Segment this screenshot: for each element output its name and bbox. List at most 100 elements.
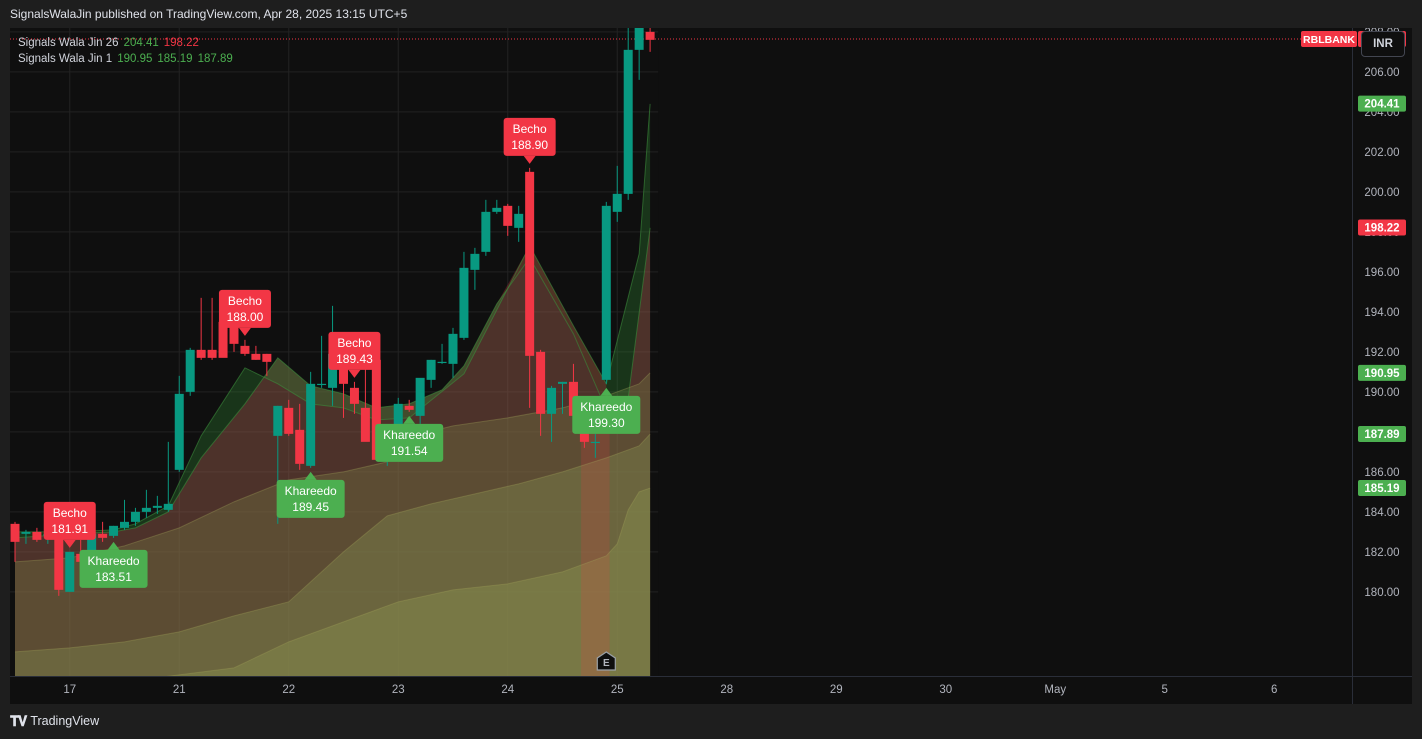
earnings-marker-icon: E <box>596 651 616 671</box>
candle-body <box>371 359 381 460</box>
candle-body <box>21 531 31 534</box>
footer: 𝐓𝐕 TradingView <box>10 706 99 736</box>
candle <box>503 203 513 236</box>
candle-body <box>426 359 436 380</box>
price-tag-text: 198.22 <box>1364 222 1399 234</box>
signal-price: 188.90 <box>511 138 548 152</box>
chart-area[interactable]: Becho 181.91 Khareedo 183.51 Becho 188.00 Khar… <box>10 28 1412 704</box>
candle-body <box>448 333 458 364</box>
candle-body <box>152 505 162 508</box>
signal-text: Khareedo <box>285 484 337 498</box>
y-tick-label: 182.00 <box>1364 547 1399 559</box>
candle-body <box>360 407 370 442</box>
earnings-badge <box>596 651 616 671</box>
price-tag-box <box>1358 364 1406 381</box>
signal-text: Khareedo <box>383 428 435 442</box>
candle <box>174 375 184 472</box>
candle-body <box>503 205 513 226</box>
candle <box>251 345 261 360</box>
signal-box <box>572 395 641 434</box>
indicator-line <box>166 487 651 676</box>
y-axis: 180.00182.00184.00186.00188.00190.00192.… <box>1364 28 1399 599</box>
tradingview-logo-icon[interactable]: 𝐓𝐕 <box>10 712 27 729</box>
candle-body <box>612 193 622 212</box>
x-tick-label: 28 <box>720 684 733 696</box>
candle-body <box>185 349 195 392</box>
candle-body <box>623 49 633 194</box>
candle-body <box>645 31 655 40</box>
candle-body <box>525 171 535 356</box>
symbol-tag-box <box>1301 31 1357 48</box>
candle-body <box>514 213 524 228</box>
x-tick-label: May <box>1044 684 1066 696</box>
signal-pointer <box>348 369 361 378</box>
candle <box>295 403 305 470</box>
signal-text: Becho <box>228 294 262 308</box>
legend-ind2-value2: 185.19 <box>157 53 193 65</box>
candle-body <box>207 349 217 358</box>
indicator-legend: Signals Wala Jin 26 204.41 198.22 Signals … <box>18 35 238 67</box>
candle-body <box>306 383 316 466</box>
y-tick-label: 194.00 <box>1364 307 1399 319</box>
candle <box>163 441 173 512</box>
candle <box>558 381 567 414</box>
candle-body <box>109 525 119 536</box>
candle <box>284 399 294 436</box>
signal-price: 181.91 <box>51 522 88 536</box>
candle-body <box>284 407 294 434</box>
signal-text: Khareedo <box>88 554 140 568</box>
signal-pointer <box>600 387 613 396</box>
candle <box>196 297 206 360</box>
currency-button[interactable]: INR <box>1361 31 1405 57</box>
candle <box>426 359 436 388</box>
candle <box>601 201 611 384</box>
y-tick-label: 200.00 <box>1364 187 1399 199</box>
x-tick-label: 22 <box>282 684 295 696</box>
candle-body <box>601 205 611 380</box>
candle-body <box>328 353 338 388</box>
sell-signal-label: Becho 188.00 <box>218 289 271 336</box>
candle <box>317 335 327 388</box>
signal-box <box>218 289 271 328</box>
x-tick-label: 5 <box>1162 684 1168 696</box>
legend-row-ind2[interactable]: Signals Wala Jin 1 190.95 185.19 187.89 <box>18 51 238 67</box>
candle-body <box>634 28 644 50</box>
signal-price: 189.43 <box>336 352 373 366</box>
y-tick-label: 192.00 <box>1364 347 1399 359</box>
candle-body <box>141 507 151 512</box>
candle-body <box>492 207 502 212</box>
indicator-bands <box>14 103 651 676</box>
candle <box>262 353 272 376</box>
x-tick-label: 29 <box>830 684 843 696</box>
signal-box <box>375 423 444 462</box>
candle-body <box>54 533 64 590</box>
price-tag-box <box>1358 426 1406 443</box>
signal-text: Khareedo <box>580 400 632 414</box>
price-tag: 204.41 <box>1358 95 1406 112</box>
candle <box>65 551 75 592</box>
candle <box>634 28 644 80</box>
candle <box>306 371 316 468</box>
candle-body <box>240 345 250 354</box>
candle-body <box>295 429 305 464</box>
buy-signal-label: Khareedo 199.30 <box>572 387 641 434</box>
slow-band-fill <box>15 227 651 676</box>
footer-brand[interactable]: TradingView <box>30 714 100 728</box>
candle <box>98 521 108 542</box>
price-tag: 187.89 <box>1358 426 1406 443</box>
price-tag-box <box>1358 480 1406 497</box>
price-chart[interactable]: Becho 181.91 Khareedo 183.51 Becho 188.00 Khar… <box>10 28 1412 704</box>
publish-info: SignalsWalaJin published on TradingView.… <box>10 7 408 21</box>
legend-row-ind1[interactable]: Signals Wala Jin 26 204.41 198.22 <box>18 35 238 51</box>
signal-pointer <box>238 327 251 336</box>
signal-pointer <box>403 415 416 424</box>
price-tag-text: 185.19 <box>1364 483 1399 495</box>
signal-price: 183.51 <box>95 570 132 584</box>
candle-body <box>174 393 184 470</box>
price-tag-text: 190.95 <box>1364 368 1400 380</box>
price-tag-text: 204.41 <box>1364 99 1400 111</box>
candle <box>536 349 546 436</box>
price-tag-box <box>1358 219 1406 236</box>
sell-signal-label: Becho 188.90 <box>503 117 556 164</box>
signal-pointer <box>304 471 317 480</box>
